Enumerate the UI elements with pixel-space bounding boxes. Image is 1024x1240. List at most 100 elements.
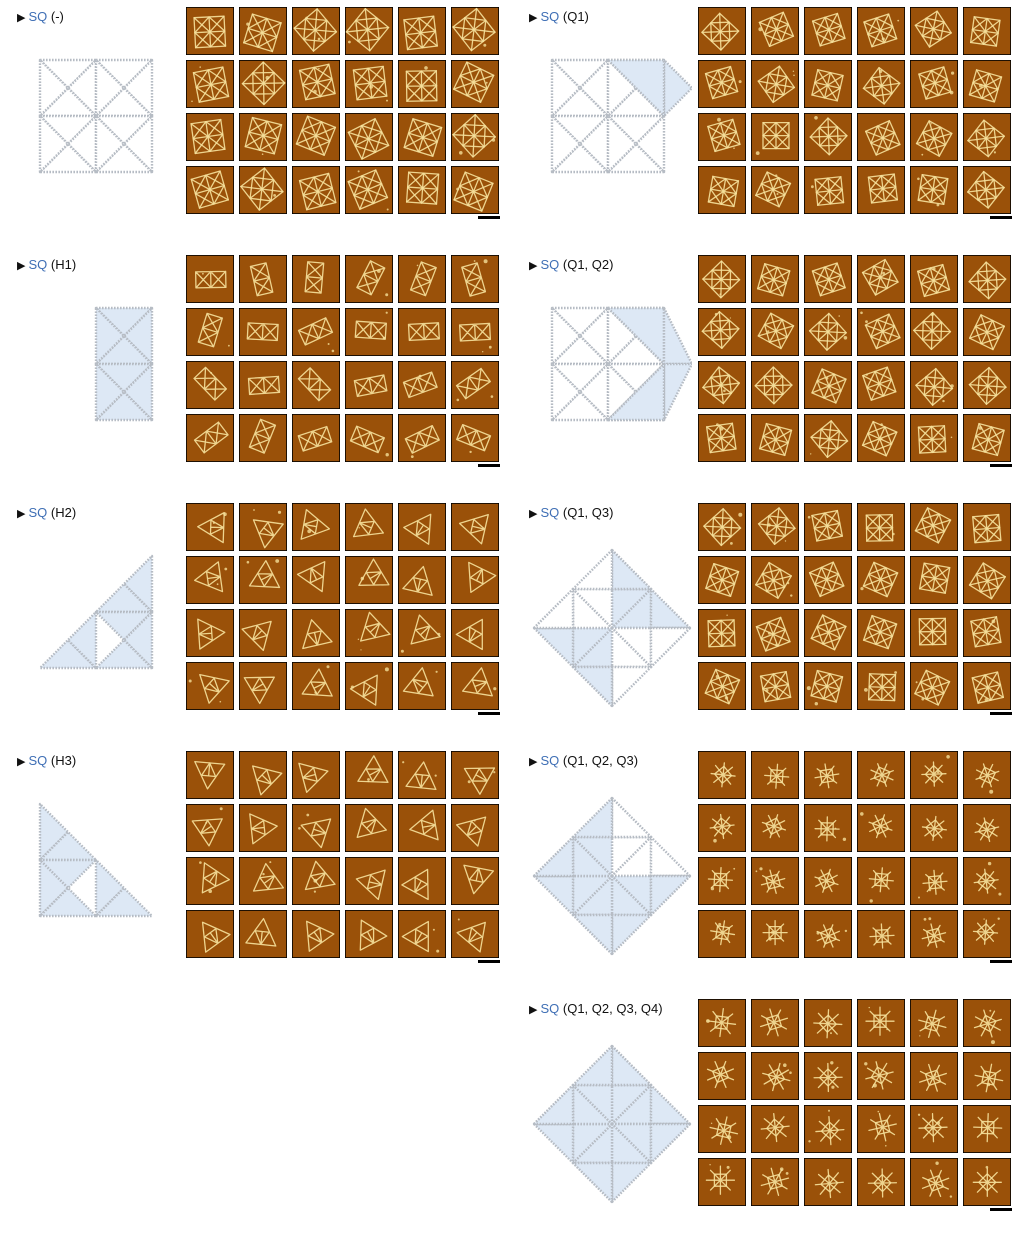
afm-image-tile: [239, 662, 287, 710]
afm-image-tile: [292, 414, 340, 462]
afm-image-tile: [398, 751, 446, 799]
schematic-shape: [550, 58, 692, 174]
afm-image-tile: [804, 113, 852, 161]
afm-image-tile: [963, 910, 1011, 958]
afm-image-tile: [804, 910, 852, 958]
schematic-diagram: [94, 306, 154, 422]
afm-image-tile: [857, 1052, 905, 1100]
label-suffix: (Q1, Q2, Q3): [562, 753, 639, 768]
afm-image-tile: [857, 1105, 905, 1153]
afm-image-tile: [751, 166, 799, 214]
afm-image-tile: [451, 910, 499, 958]
afm-image-tile: [398, 308, 446, 356]
afm-image-tile: [910, 999, 958, 1047]
panel-sq-h2: ▶ SQ (H2): [0, 496, 512, 744]
afm-image-tile: [804, 857, 852, 905]
afm-image-grid: [186, 7, 499, 214]
afm-image-tile: [345, 308, 393, 356]
afm-image-tile: [292, 503, 340, 551]
panel-sq-q1: ▶ SQ (Q1): [512, 0, 1024, 248]
afm-image-tile: [857, 857, 905, 905]
afm-image-tile: [857, 662, 905, 710]
afm-image-tile: [751, 308, 799, 356]
afm-image-tile: [186, 503, 234, 551]
panel-label: ▶ SQ (Q1, Q2): [529, 257, 614, 272]
afm-image-tile: [292, 804, 340, 852]
afm-image-tile: [292, 910, 340, 958]
afm-image-tile: [963, 1052, 1011, 1100]
afm-image-grid: [186, 751, 499, 958]
afm-image-tile: [751, 609, 799, 657]
afm-image-tile: [751, 60, 799, 108]
afm-image-tile: [239, 308, 287, 356]
afm-image-tile: [398, 503, 446, 551]
afm-image-tile: [963, 7, 1011, 55]
afm-image-tile: [345, 804, 393, 852]
afm-image-grid: [698, 751, 1011, 958]
schematic-diagram: [38, 802, 154, 918]
afm-image-tile: [910, 609, 958, 657]
afm-image-tile: [857, 255, 905, 303]
afm-image-grid: [186, 503, 499, 710]
afm-image-tile: [451, 662, 499, 710]
afm-image-tile: [963, 414, 1011, 462]
afm-image-tile: [804, 414, 852, 462]
panel-label: ▶ SQ (H3): [17, 753, 77, 768]
afm-image-tile: [857, 556, 905, 604]
afm-image-tile: [186, 414, 234, 462]
label-prefix: SQ: [540, 753, 560, 768]
afm-image-grid: [698, 255, 1011, 462]
afm-image-tile: [451, 166, 499, 214]
afm-image-tile: [857, 308, 905, 356]
afm-image-tile: [751, 414, 799, 462]
afm-image-tile: [398, 361, 446, 409]
afm-image-tile: [398, 113, 446, 161]
scale-bar: [478, 960, 500, 963]
afm-image-tile: [804, 999, 852, 1047]
afm-image-tile: [698, 804, 746, 852]
afm-image-tile: [345, 910, 393, 958]
afm-image-tile: [698, 857, 746, 905]
afm-image-tile: [963, 857, 1011, 905]
afm-image-tile: [698, 999, 746, 1047]
panel-label: ▶ SQ (H1): [17, 257, 77, 272]
afm-image-tile: [345, 609, 393, 657]
afm-image-tile: [857, 503, 905, 551]
afm-image-tile: [963, 255, 1011, 303]
label-suffix: (Q1): [562, 9, 589, 24]
afm-image-tile: [804, 7, 852, 55]
panel-sq-none: ▶ SQ (-): [0, 0, 512, 248]
afm-image-tile: [963, 503, 1011, 551]
afm-image-tile: [239, 556, 287, 604]
afm-image-tile: [239, 414, 287, 462]
afm-image-tile: [804, 308, 852, 356]
label-suffix: (Q1, Q2): [562, 257, 614, 272]
panel-sq-q1-q2-q3-q4: ▶ SQ (Q1, Q2, Q3, Q4): [512, 992, 1024, 1240]
afm-image-tile: [451, 60, 499, 108]
afm-image-tile: [186, 361, 234, 409]
afm-image-tile: [804, 1052, 852, 1100]
afm-image-tile: [751, 857, 799, 905]
afm-image-tile: [451, 503, 499, 551]
afm-image-tile: [751, 255, 799, 303]
afm-image-tile: [292, 255, 340, 303]
schematic-shape: [38, 554, 154, 670]
afm-image-tile: [751, 751, 799, 799]
afm-image-tile: [292, 556, 340, 604]
afm-image-tile: [698, 166, 746, 214]
afm-image-tile: [239, 255, 287, 303]
afm-image-tile: [910, 308, 958, 356]
afm-image-tile: [345, 166, 393, 214]
afm-image-tile: [292, 662, 340, 710]
afm-image-grid: [186, 255, 499, 462]
afm-image-tile: [345, 751, 393, 799]
label-prefix: SQ: [28, 9, 48, 24]
schematic-shape: [532, 796, 692, 956]
panel-sq-q1-q3: ▶ SQ (Q1, Q3): [512, 496, 1024, 744]
afm-image-tile: [451, 113, 499, 161]
afm-image-tile: [698, 308, 746, 356]
afm-image-tile: [451, 609, 499, 657]
afm-image-tile: [292, 751, 340, 799]
afm-image-tile: [698, 609, 746, 657]
afm-image-tile: [345, 662, 393, 710]
